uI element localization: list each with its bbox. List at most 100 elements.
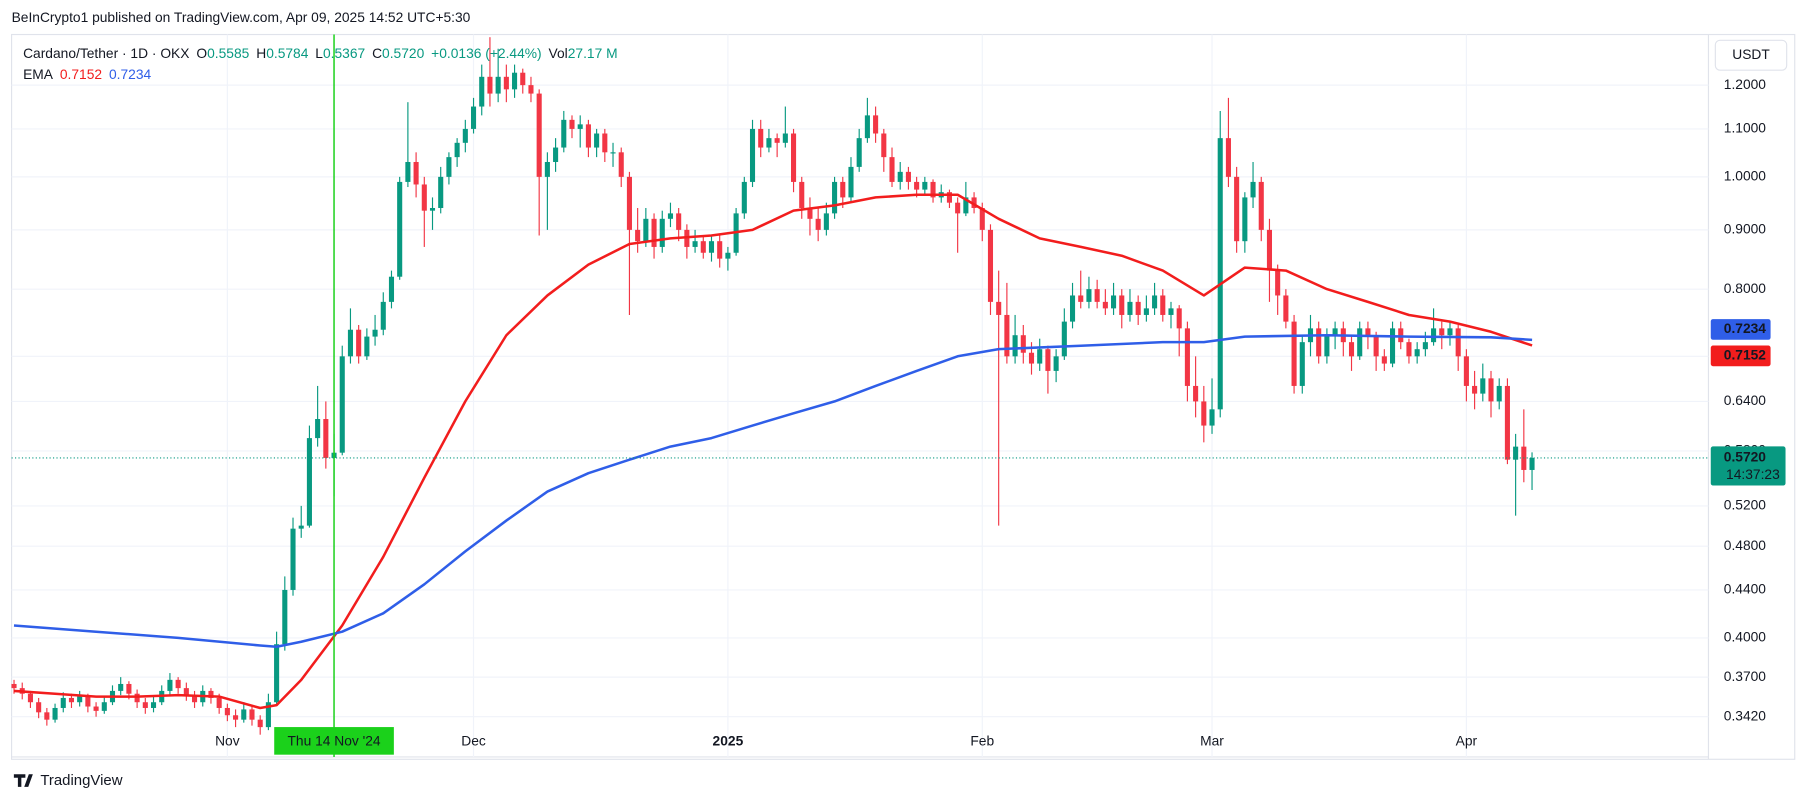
- candle-body: [1406, 342, 1412, 357]
- candle-body: [479, 76, 485, 107]
- candle-body: [561, 119, 567, 148]
- y-tick-label: 0.5200: [1724, 498, 1767, 513]
- candle-body: [60, 697, 66, 708]
- candle-body: [610, 152, 616, 154]
- candle-body: [618, 152, 624, 177]
- x-tick-label: 2025: [713, 734, 744, 749]
- candle-body: [1439, 328, 1445, 336]
- candle-body: [1176, 308, 1182, 329]
- candle-body: [651, 218, 657, 247]
- x-tick-label: Mar: [1200, 734, 1224, 749]
- candle-body: [536, 93, 542, 177]
- candle-body: [1102, 301, 1108, 309]
- candle-body: [454, 142, 460, 158]
- candle-body: [142, 702, 148, 708]
- candle-body: [881, 133, 887, 158]
- candle-body: [1160, 295, 1166, 315]
- crosshair-label: Thu 14 Nov '24: [287, 734, 380, 749]
- marks: [11, 37, 1535, 735]
- candle-body: [1127, 301, 1133, 315]
- candle-body: [118, 683, 124, 691]
- candle-body: [290, 528, 296, 590]
- candle-body: [274, 644, 280, 703]
- h: 0.5784: [266, 46, 309, 61]
- candle-body: [1094, 289, 1100, 302]
- y-tick-label: 0.4000: [1724, 630, 1767, 645]
- candle-body: [1168, 308, 1174, 315]
- candle-body: [1152, 295, 1158, 309]
- candle-body: [134, 693, 140, 703]
- candle-body: [1184, 328, 1190, 386]
- candle-body: [503, 76, 509, 90]
- currency[interactable]: USDT: [1732, 47, 1770, 62]
- candle-body: [1045, 349, 1051, 371]
- candle-body: [27, 693, 33, 703]
- candle-body: [1504, 385, 1510, 460]
- candle-body: [1389, 328, 1396, 364]
- candle-body: [1242, 197, 1248, 242]
- overlay: Thu 14 Nov '24 0.5720 14:37:23 0.7234 0.7152: [11, 34, 1786, 757]
- candle-body: [626, 176, 632, 230]
- x-tick-label: Feb: [970, 734, 994, 749]
- o: 0.5585: [207, 46, 250, 61]
- candle-body: [44, 712, 50, 720]
- candle-body: [421, 184, 427, 211]
- legend-ohlc: Cardano/Tether · 1D · OKX O0.5585 H0.5784 L…: [23, 46, 618, 61]
- y-tick-label: 0.3700: [1724, 669, 1767, 684]
- candle-body: [635, 229, 641, 242]
- countdown: 14:37:23: [1726, 467, 1780, 482]
- candle-body: [676, 213, 682, 230]
- y-tick-label: 0.4800: [1724, 538, 1767, 553]
- candle-body: [659, 218, 665, 247]
- ema-line: [13, 193, 1533, 710]
- legend-ema: EMA 0.7152 0.7234: [23, 66, 151, 81]
- o-key: O: [196, 46, 207, 61]
- candle-body: [840, 181, 846, 198]
- candle-body: [815, 218, 821, 230]
- candle-body: [1455, 328, 1461, 357]
- candle-body: [470, 106, 477, 129]
- candle-body: [183, 688, 189, 696]
- candle-body: [528, 85, 534, 94]
- candle-body: [725, 252, 731, 259]
- footer-brand: TradingView: [40, 772, 122, 789]
- candle-body: [1217, 138, 1223, 410]
- candle-body: [1069, 295, 1076, 322]
- candle-body: [1209, 409, 1215, 426]
- l-key: L: [315, 46, 323, 61]
- ema-line: [13, 333, 1533, 649]
- candle-body: [963, 197, 969, 214]
- candle-body: [1332, 328, 1338, 336]
- candle-body: [979, 207, 985, 230]
- c: 0.5720: [382, 46, 425, 61]
- candle-body: [372, 329, 378, 337]
- y-tick-label: 1.2000: [1724, 77, 1767, 92]
- candle-body: [1431, 328, 1437, 343]
- ema-key: EMA: [23, 66, 54, 81]
- y-tick-label: 0.3420: [1724, 708, 1767, 723]
- candle-body: [914, 181, 920, 190]
- ema-badge-label: 0.7234: [1724, 321, 1767, 336]
- candle-body: [1529, 457, 1535, 470]
- candle-body: [856, 138, 862, 167]
- candle-body: [1414, 349, 1420, 357]
- candle-body: [77, 696, 83, 703]
- candle-body: [446, 157, 452, 177]
- candle-body: [864, 115, 870, 139]
- candle-body: [192, 695, 198, 703]
- candle-body: [1480, 378, 1486, 394]
- last-price-badge: [1710, 446, 1786, 486]
- candle-body: [799, 181, 805, 208]
- y-tick-label: 0.6400: [1724, 393, 1767, 408]
- crosshair-label-bg: [274, 727, 394, 755]
- vol-key: Vol: [549, 46, 568, 61]
- candle-body: [848, 166, 854, 198]
- currency-button[interactable]: [1714, 39, 1788, 71]
- candle-body: [175, 679, 181, 689]
- candle-body: [1275, 270, 1281, 296]
- candle-body: [946, 192, 952, 203]
- candle-body: [1463, 356, 1469, 386]
- candle-body: [11, 683, 17, 689]
